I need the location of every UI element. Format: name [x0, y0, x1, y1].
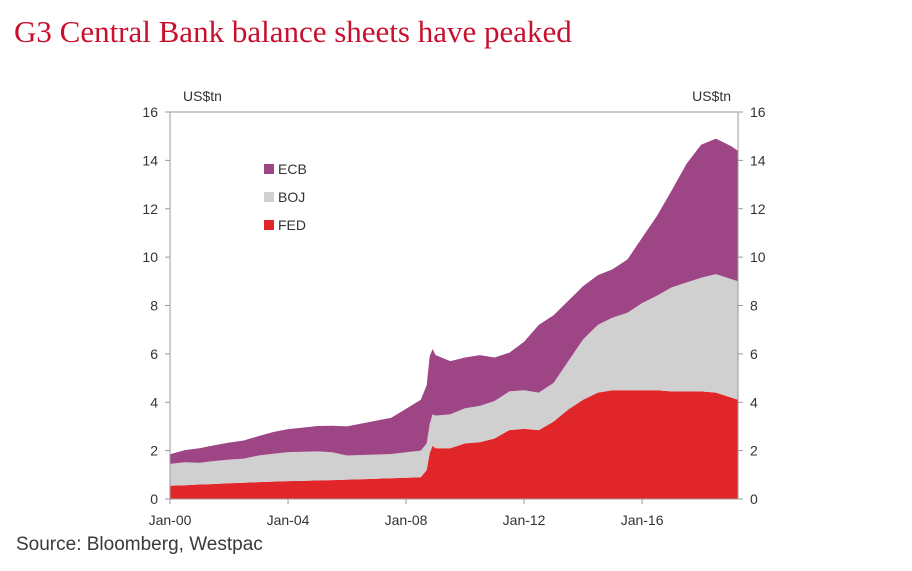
x-tick-label: Jan-08: [385, 512, 428, 528]
y-tick-label-left: 2: [150, 443, 158, 459]
y-tick-label-right: 6: [750, 346, 758, 362]
left-axis-unit: US$tn: [183, 88, 222, 104]
x-tick-label: Jan-00: [149, 512, 192, 528]
area-boj: [170, 274, 738, 486]
y-tick-label-right: 12: [750, 201, 766, 217]
x-tick-label: Jan-04: [267, 512, 310, 528]
area-fed: [170, 390, 738, 499]
y-tick-label-right: 16: [750, 104, 766, 120]
y-tick-label-right: 2: [750, 443, 758, 459]
legend-swatch-fed: [264, 220, 274, 230]
legend-label-ecb: ECB: [278, 161, 307, 177]
y-tick-label-right: 0: [750, 491, 758, 507]
axes: 0 0 2 2 4 4 6 6 8 8 10 10 12 12 14 14 16 16 Jan-00 Jan-04 Ja…: [142, 104, 765, 528]
y-tick-label-left: 6: [150, 346, 158, 362]
chart-title: G3 Central Bank balance sheets have peak…: [14, 14, 572, 49]
area-ecb: [170, 138, 738, 464]
y-tick-label-left: 0: [150, 491, 158, 507]
y-tick-label-left: 4: [150, 394, 158, 410]
y-tick-label-left: 8: [150, 298, 158, 314]
y-tick-label-left: 16: [142, 104, 158, 120]
legend: ECB BOJ FED: [264, 161, 307, 233]
legend-swatch-boj: [264, 192, 274, 202]
y-tick-label-right: 8: [750, 298, 758, 314]
legend-swatch-ecb: [264, 164, 274, 174]
y-tick-label-right: 14: [750, 152, 766, 168]
right-axis-unit: US$tn: [692, 88, 731, 104]
y-tick-label-left: 12: [142, 201, 158, 217]
legend-label-boj: BOJ: [278, 189, 305, 205]
legend-label-fed: FED: [278, 217, 306, 233]
x-tick-label: Jan-16: [621, 512, 664, 528]
y-tick-label-left: 10: [142, 249, 158, 265]
stacked-areas: [170, 138, 738, 499]
y-tick-label-right: 4: [750, 394, 758, 410]
source-note: Source: Bloomberg, Westpac: [16, 534, 263, 555]
x-tick-label: Jan-12: [503, 512, 546, 528]
y-tick-label-left: 14: [142, 152, 158, 168]
y-tick-label-right: 10: [750, 249, 766, 265]
